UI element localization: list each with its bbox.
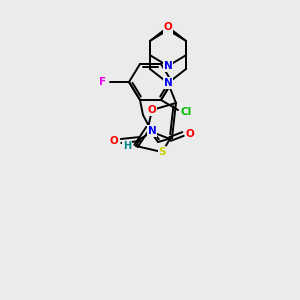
Text: O: O — [110, 136, 118, 146]
Text: O: O — [148, 105, 156, 115]
Text: O: O — [164, 25, 172, 35]
Text: Cl: Cl — [180, 107, 192, 117]
Text: S: S — [158, 147, 166, 157]
Text: O: O — [186, 129, 194, 139]
Text: N: N — [164, 61, 172, 71]
Text: N: N — [148, 126, 156, 136]
Text: F: F — [99, 77, 106, 87]
Text: N: N — [164, 78, 172, 88]
Text: O: O — [164, 22, 172, 32]
Text: H: H — [123, 141, 131, 151]
